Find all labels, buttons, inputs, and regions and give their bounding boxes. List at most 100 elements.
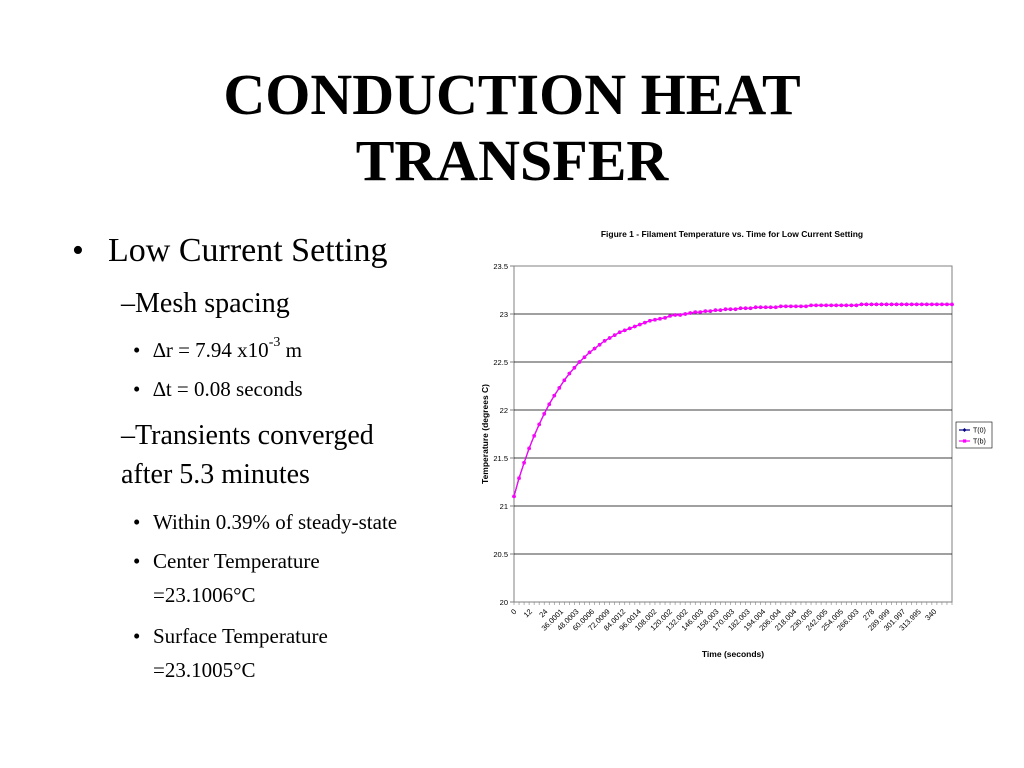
bullet-low-current: • Low Current Setting (72, 232, 388, 270)
bullet-surface-temperature: • Surface Temperature (133, 624, 328, 649)
chart-svg: Figure 1 - Filament Temperature vs. Time… (480, 229, 993, 659)
data-point (517, 476, 521, 480)
bullet-delta-r-unit: m (280, 338, 302, 362)
series-layer (512, 302, 954, 499)
bullet-delta-t: • ∆t = 0.08 seconds (133, 377, 303, 402)
data-point (749, 306, 753, 310)
data-point (713, 308, 717, 312)
bullet-mesh-spacing: –Mesh spacing (121, 288, 290, 319)
data-point (754, 305, 758, 309)
data-point (900, 302, 904, 306)
data-point (653, 318, 657, 322)
bullet-dot-icon: • (133, 549, 141, 573)
data-point (638, 322, 642, 327)
x-tick-label: 0 (509, 607, 518, 616)
data-point (859, 302, 863, 306)
chart-legend: T(0) T(b) (955, 421, 993, 449)
bullet-center-label: Center Temperature (153, 549, 320, 573)
data-point (623, 328, 627, 332)
x-axis-ticks: 0 12 2436.000148.000360.000672.000984.0012… (509, 602, 953, 633)
data-point (774, 305, 778, 309)
data-point (648, 319, 652, 323)
data-point (532, 434, 536, 438)
bullet-center-temperature: • Center Temperature (133, 549, 320, 574)
x-tick-label: 340 (923, 607, 938, 622)
slide-title-line-2: TRANSFER (355, 128, 669, 193)
data-point (688, 311, 692, 315)
data-point (920, 302, 924, 306)
data-point (522, 461, 526, 465)
data-point (834, 303, 838, 307)
data-point (658, 317, 662, 321)
y-tick-label: 23 (500, 310, 508, 319)
data-point (779, 304, 783, 308)
data-point (542, 412, 546, 416)
chart-title: Figure 1 - Filament Temperature vs. Time… (601, 229, 863, 239)
data-point (582, 355, 587, 359)
legend-label: T(0) (973, 428, 986, 435)
data-point (703, 309, 707, 313)
data-point (572, 366, 577, 370)
data-point (809, 303, 813, 307)
bullet-center-value: =23.1006°C (153, 583, 256, 607)
bullet-low-current-text: Low Current Setting (108, 232, 388, 269)
data-point (567, 371, 571, 376)
data-point (673, 313, 677, 317)
bullet-delta-t-text: ∆t = 0.08 seconds (153, 377, 303, 401)
bullet-dot-icon: • (133, 338, 141, 362)
y-tick-label: 22 (500, 406, 508, 415)
data-point (769, 305, 773, 309)
data-point (577, 360, 582, 364)
data-point (633, 324, 637, 329)
data-point (839, 303, 843, 307)
data-point (910, 302, 914, 306)
data-point (829, 303, 833, 307)
data-point (743, 306, 748, 310)
y-tick-label: 22.5 (493, 358, 508, 367)
data-point (728, 307, 733, 311)
data-point (925, 302, 929, 306)
y-tick-label: 21 (500, 502, 508, 511)
bullet-surface-label: Surface Temperature (153, 624, 328, 648)
data-point (804, 304, 808, 308)
y-tick-label: 21.5 (493, 454, 508, 463)
data-point (935, 302, 939, 306)
data-point (678, 313, 682, 317)
data-point (930, 302, 934, 306)
plot-area (513, 265, 953, 603)
data-point (557, 386, 561, 390)
data-point (940, 302, 944, 306)
bullet-dot-icon: • (133, 377, 141, 401)
data-point (905, 302, 909, 306)
bullet-within-text: Within 0.39% of steady-state (153, 510, 398, 534)
bullet-delta-r-value: ∆r = 7.94 x10 (153, 338, 269, 362)
data-point (889, 302, 894, 306)
y-tick-label: 20.5 (493, 550, 508, 559)
data-point (764, 305, 768, 309)
series-line (513, 303, 952, 497)
y-tick-label: 23.5 (493, 262, 508, 271)
data-point (874, 302, 879, 306)
data-point (618, 330, 622, 334)
data-point (794, 304, 798, 308)
bullet-surface-value: =23.1005°C (153, 658, 256, 682)
legend-marker (962, 428, 967, 432)
data-point (723, 307, 728, 311)
data-point (784, 304, 788, 308)
x-axis-label: Time (seconds) (702, 649, 764, 659)
data-point (592, 346, 597, 351)
data-point (819, 303, 823, 307)
series-tb (512, 302, 954, 498)
bullet-dot-icon: • (72, 232, 84, 269)
legend-box (955, 421, 993, 449)
data-point (628, 326, 632, 330)
data-point (708, 309, 712, 313)
data-point (950, 302, 954, 306)
bullet-within-steady-state: • Within 0.39% of steady-state (133, 510, 398, 535)
data-point (849, 303, 853, 307)
data-point (603, 339, 607, 343)
bullet-transients-line-2: after 5.3 minutes (121, 459, 310, 490)
data-point (698, 310, 702, 314)
data-point (527, 446, 531, 450)
